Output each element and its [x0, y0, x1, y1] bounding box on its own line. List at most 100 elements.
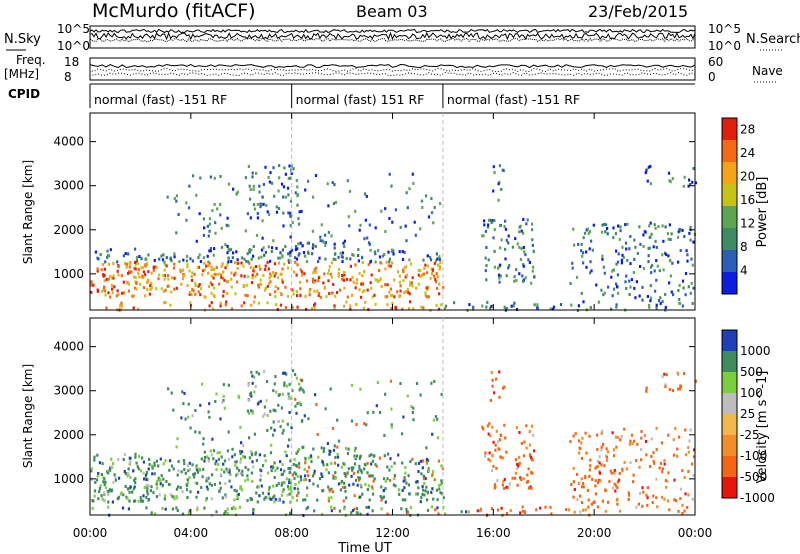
vel-cell	[601, 429, 604, 433]
power-cell	[616, 285, 619, 289]
power-cell	[391, 248, 394, 252]
vel-cell	[630, 433, 634, 437]
vel-cell	[218, 481, 222, 485]
power-cell	[407, 290, 410, 294]
vel-cell	[171, 495, 174, 499]
power-cell	[306, 241, 309, 245]
power-cell	[247, 165, 250, 168]
power-cell	[280, 272, 283, 276]
power-cell	[281, 280, 284, 284]
vel-cell	[423, 481, 426, 485]
power-cell	[573, 243, 576, 247]
vel-cell	[320, 446, 323, 450]
vel-cell	[406, 394, 409, 398]
vel-cell	[215, 510, 218, 514]
vel-cell	[240, 450, 244, 454]
power-cell	[137, 307, 140, 311]
power-cell	[249, 303, 253, 307]
y-tick-label: 3000	[53, 179, 84, 193]
power-cell	[196, 266, 199, 270]
vel-cell	[364, 483, 367, 486]
vel-cell	[437, 512, 440, 516]
power-cell	[436, 263, 440, 267]
power-cell	[433, 206, 436, 209]
vel-cell	[402, 415, 405, 419]
power-cell	[571, 261, 574, 265]
power-cell	[500, 187, 503, 191]
vel-cell	[489, 434, 492, 438]
vel-cell	[187, 469, 190, 473]
vel-cell	[287, 487, 290, 491]
power-cell	[131, 294, 134, 298]
vel-cell	[268, 485, 271, 489]
vel-cell	[596, 433, 599, 437]
vel-cell	[134, 477, 137, 481]
vel-cell	[198, 431, 201, 435]
vel-cell	[652, 451, 655, 455]
vel-cell	[229, 473, 232, 476]
vel-cell	[423, 493, 426, 497]
power-cell	[361, 274, 364, 278]
power-cell	[284, 245, 287, 249]
power-cell	[528, 261, 531, 264]
vel-cell	[346, 471, 349, 475]
vel-cell	[519, 511, 522, 515]
vel-cell	[514, 476, 517, 480]
vel-cell	[482, 427, 485, 431]
time-x-axis: 00:00 04:00 08:00 12:00 16:00 20:00 00:00	[73, 113, 712, 540]
vel-cell	[615, 484, 618, 488]
vel-cell	[288, 382, 291, 386]
vel-cell	[283, 371, 286, 375]
power-cell	[401, 307, 404, 311]
vel-cell	[422, 477, 426, 481]
power-cell	[503, 305, 506, 309]
vel-cell	[351, 509, 355, 512]
vel-cell	[442, 496, 445, 500]
power-cell	[649, 265, 653, 269]
vel-cell	[242, 454, 245, 458]
vel-cell	[156, 479, 159, 483]
vel-cell	[197, 490, 200, 494]
vel-cell	[247, 383, 250, 387]
vel-cell	[275, 390, 278, 394]
vel-cell	[158, 493, 161, 497]
vel-cell	[226, 511, 229, 515]
power-cell	[300, 273, 303, 277]
power-cell	[288, 211, 291, 215]
vel-cell	[136, 465, 139, 469]
power-cell	[244, 176, 247, 180]
power-cell	[290, 172, 293, 175]
vel-cell	[380, 485, 383, 489]
vel-cell	[186, 478, 189, 482]
power-cell	[225, 300, 228, 304]
vel-cell	[308, 456, 311, 460]
vel-cell	[419, 393, 422, 397]
x-axis-label: Time UT	[337, 541, 391, 554]
vel-cell	[679, 497, 682, 501]
vel-cell	[231, 455, 234, 459]
vel-cell	[664, 479, 667, 483]
vel-cell	[407, 483, 410, 487]
power-cell	[333, 307, 336, 311]
power-cell	[339, 251, 342, 255]
power-cell	[256, 272, 259, 276]
vel-cell	[186, 481, 190, 485]
vel-cell	[336, 455, 340, 459]
power-cell	[661, 224, 664, 228]
power-cell	[206, 254, 209, 258]
power-cell	[197, 256, 200, 260]
vel-cell	[359, 454, 362, 458]
vel-cell	[164, 459, 167, 463]
vel-cell	[486, 424, 489, 428]
power-cell	[250, 257, 253, 261]
power-cell	[182, 258, 185, 262]
vel-cell	[227, 430, 230, 434]
power-cell	[667, 237, 670, 241]
vel-cell	[93, 458, 96, 462]
power-cell	[252, 300, 256, 304]
power-cell	[519, 258, 522, 261]
vel-cell	[612, 448, 615, 452]
power-cell	[662, 268, 665, 272]
power-cell	[689, 238, 692, 242]
power-cell	[664, 293, 667, 296]
